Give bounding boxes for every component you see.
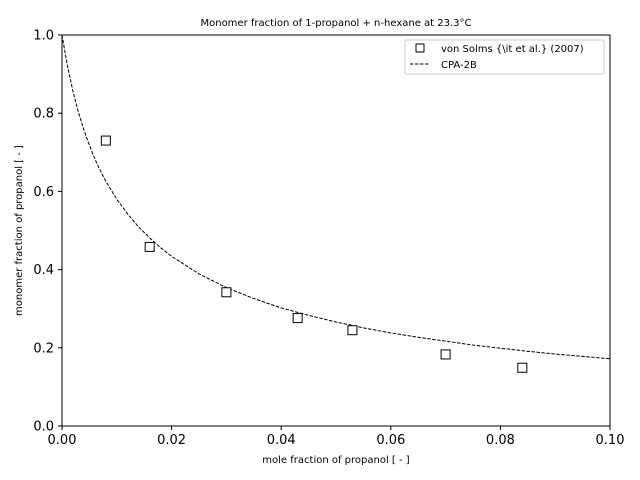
y-tick-label: 0.6	[33, 185, 54, 200]
data-point-experimental	[440, 349, 451, 360]
x-tick-label: 0.00	[48, 433, 77, 448]
legend: von Solms {\it et al.} (2007) CPA-2B	[404, 39, 605, 75]
plot-frame	[61, 34, 611, 427]
x-tick-label: 0.10	[596, 433, 625, 448]
y-axis: 0.0 0.2 0.4 0.6 0.8 1.0	[33, 29, 62, 435]
x-tick-label: 0.04	[267, 433, 296, 448]
legend-label-model: CPA-2B	[441, 60, 477, 71]
series-layer	[61, 34, 611, 373]
series-line-cpa-2b	[61, 34, 611, 360]
data-point-experimental	[100, 135, 111, 146]
legend-marker-experimental	[415, 43, 425, 53]
data-point-experimental	[292, 313, 303, 324]
data-point-experimental	[347, 325, 358, 336]
plot-area	[61, 34, 611, 427]
chart-title: Monomer fraction of 1-propanol + n-hexan…	[200, 18, 471, 29]
data-point-experimental	[221, 287, 232, 298]
x-axis: 0.00 0.02 0.04 0.06 0.08 0.10	[48, 426, 625, 448]
y-tick-label: 0.4	[33, 263, 54, 278]
y-tick-label: 0.0	[33, 420, 54, 435]
x-tick-label: 0.08	[486, 433, 515, 448]
legend-label-experimental: von Solms {\it et al.} (2007)	[441, 44, 584, 55]
x-axis-label: mole fraction of propanol [ - ]	[262, 455, 409, 466]
x-tick-label: 0.02	[157, 433, 186, 448]
y-tick-label: 1.0	[33, 29, 54, 44]
data-point-experimental	[144, 241, 155, 252]
y-axis-label: monomer fraction of propanol [ - ]	[14, 145, 25, 316]
x-tick-label: 0.06	[376, 433, 405, 448]
data-point-experimental	[517, 362, 528, 373]
plot-background	[62, 35, 610, 426]
y-tick-label: 0.8	[33, 107, 54, 122]
legend-box	[404, 39, 605, 75]
y-tick-label: 0.2	[33, 341, 54, 356]
